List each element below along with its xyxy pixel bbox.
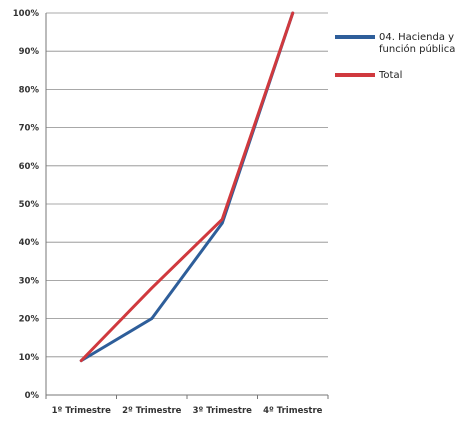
y-tick-label: 30% [19, 276, 40, 286]
y-tick-label: 80% [19, 85, 40, 95]
y-tick-label: 0% [25, 391, 40, 401]
x-tick-label: 4º Trimestre [263, 406, 323, 416]
x-tick-label: 2º Trimestre [122, 406, 182, 416]
legend-label: Total [378, 70, 402, 81]
y-tick-label: 10% [19, 353, 40, 363]
legend-label: 04. Hacienda y [379, 32, 454, 43]
y-tick-label: 100% [13, 9, 40, 19]
x-tick-label: 3º Trimestre [193, 406, 253, 416]
x-tick-label: 1º Trimestre [52, 406, 112, 416]
y-tick-label: 50% [19, 200, 40, 210]
y-tick-label: 20% [19, 315, 40, 325]
y-tick-label: 90% [19, 47, 40, 57]
series-line-2 [79, 11, 295, 363]
y-tick-label: 60% [19, 162, 40, 172]
legend-label: función pública [379, 43, 455, 55]
y-tick-label: 40% [19, 238, 40, 248]
y-tick-label: 70% [19, 124, 40, 134]
series-line-1 [79, 11, 295, 363]
